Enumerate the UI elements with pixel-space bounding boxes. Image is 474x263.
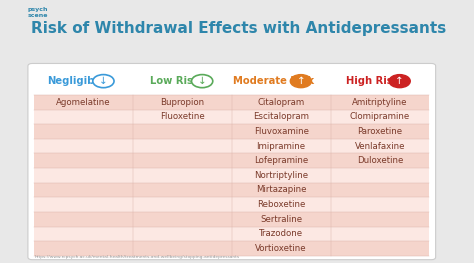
Text: Escitalopram: Escitalopram [253, 112, 309, 121]
Text: High Risk: High Risk [346, 76, 399, 86]
Bar [34, 241, 429, 256]
Text: Duloxetine: Duloxetine [357, 156, 403, 165]
Text: Imipramine: Imipramine [256, 141, 306, 150]
Circle shape [389, 75, 410, 88]
Text: Amitriptyline: Amitriptyline [352, 98, 408, 107]
Circle shape [93, 75, 114, 88]
Text: Bupropion: Bupropion [160, 98, 204, 107]
Text: ↑: ↑ [297, 76, 305, 86]
Circle shape [191, 75, 213, 88]
Text: ↑: ↑ [395, 76, 404, 86]
Text: Citalopram: Citalopram [257, 98, 305, 107]
Bar [34, 226, 429, 241]
Text: Clomipramine: Clomipramine [350, 112, 410, 121]
Text: Sertraline: Sertraline [260, 215, 302, 224]
Text: Trazodone: Trazodone [259, 229, 303, 238]
Text: psych
scene: psych scene [28, 7, 48, 18]
Bar [34, 153, 429, 168]
Text: Risk of Withdrawal Effects with Antidepressants: Risk of Withdrawal Effects with Antidepr… [30, 21, 446, 36]
FancyBboxPatch shape [28, 63, 436, 260]
Text: Paroxetine: Paroxetine [357, 127, 402, 136]
Text: Nortriptyline: Nortriptyline [254, 171, 308, 180]
Text: Negligible: Negligible [47, 76, 105, 86]
Text: Agomelatine: Agomelatine [56, 98, 111, 107]
Bar [34, 212, 429, 226]
Text: Vortioxetine: Vortioxetine [255, 244, 307, 253]
Text: Mirtazapine: Mirtazapine [256, 185, 306, 194]
Text: Moderate Risk: Moderate Risk [233, 76, 314, 86]
Text: Fluvoxamine: Fluvoxamine [254, 127, 309, 136]
Text: Low Risk: Low Risk [150, 76, 200, 86]
Bar [34, 197, 429, 212]
Text: Reboxetine: Reboxetine [257, 200, 305, 209]
Text: Fluoxetine: Fluoxetine [160, 112, 205, 121]
Bar [34, 168, 429, 183]
Bar [34, 95, 429, 109]
Circle shape [290, 75, 311, 88]
Text: https://www.rcpsych.ac.uk/mental-health/treatments-and-wellbeing/stopping-antide: https://www.rcpsych.ac.uk/mental-health/… [34, 255, 239, 259]
Text: ↓: ↓ [99, 76, 108, 86]
Bar [34, 109, 429, 124]
Text: Venlafaxine: Venlafaxine [355, 141, 405, 150]
Bar [34, 183, 429, 197]
Bar [34, 139, 429, 153]
Text: ↓: ↓ [198, 76, 207, 86]
Bar [34, 124, 429, 139]
Text: Lofepramine: Lofepramine [254, 156, 308, 165]
